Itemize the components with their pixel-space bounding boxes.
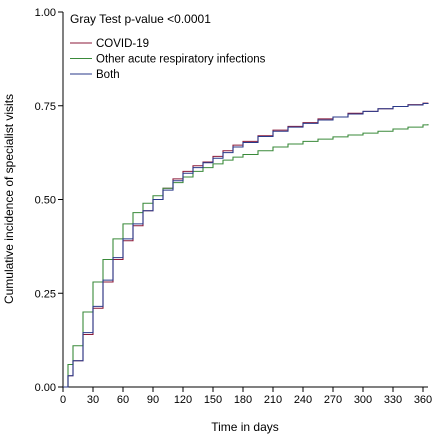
x-tick-label: 330 bbox=[384, 394, 402, 406]
y-tick-label: 0.25 bbox=[35, 288, 56, 300]
x-tick-label: 180 bbox=[234, 394, 252, 406]
y-tick-label: 0.75 bbox=[35, 101, 56, 113]
x-tick-label: 60 bbox=[117, 394, 129, 406]
series-line-2 bbox=[63, 102, 429, 388]
y-tick-label: 0.50 bbox=[35, 195, 56, 207]
x-tick-label: 0 bbox=[60, 394, 66, 406]
x-tick-label: 150 bbox=[204, 394, 222, 406]
series-line-0 bbox=[63, 102, 429, 388]
x-tick-label: 270 bbox=[324, 394, 342, 406]
y-tick-label: 1.00 bbox=[35, 7, 56, 19]
x-tick-label: 30 bbox=[87, 394, 99, 406]
x-axis-title: Time in days bbox=[211, 420, 279, 434]
legend-label: Other acute respiratory infections bbox=[96, 54, 266, 66]
legend: COVID-19 Other acute respiratory infectio… bbox=[70, 38, 266, 81]
series-line-1 bbox=[63, 124, 429, 388]
legend-label: COVID-19 bbox=[96, 38, 149, 50]
y-tick-label: 0.00 bbox=[35, 382, 56, 394]
x-tick-label: 120 bbox=[174, 394, 192, 406]
gray-test-annotation: Gray Test p-value <0.0001 bbox=[70, 12, 211, 26]
x-tick-label: 210 bbox=[264, 394, 282, 406]
y-axis-title: Cumulative incidence of specialist visit… bbox=[2, 94, 16, 304]
x-tick-label: 90 bbox=[147, 394, 159, 406]
x-tick-label: 240 bbox=[294, 394, 312, 406]
x-tick-label: 300 bbox=[354, 394, 372, 406]
legend-label: Both bbox=[96, 69, 120, 81]
x-tick-label: 360 bbox=[414, 394, 432, 406]
